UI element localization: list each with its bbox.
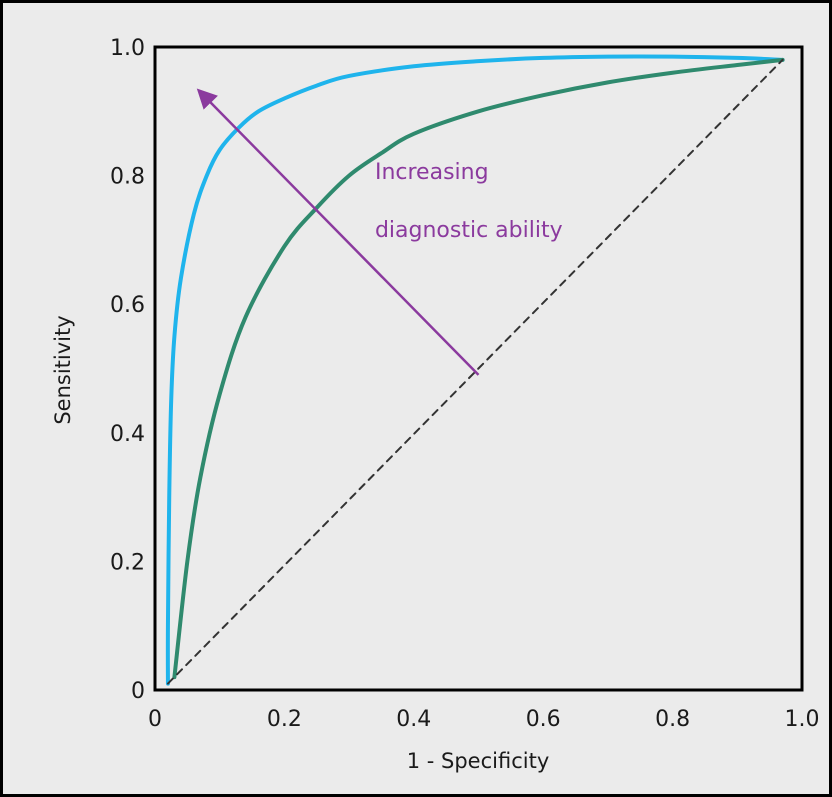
x-axis-title: 1 - Specificity <box>407 749 550 773</box>
x-tick-label: 0.2 <box>267 707 302 732</box>
y-tick-label: 0.8 <box>110 165 145 190</box>
y-tick-label: 1.0 <box>110 36 145 61</box>
ticks-layer: 0 0.2 0.4 0.6 0.8 1.0 0 0.2 0.4 0.6 0.8 1.0 <box>110 36 820 732</box>
y-axis-title: Sensitivity <box>51 315 75 424</box>
x-tick-label: 0 <box>148 707 162 732</box>
annotation-text-line: diagnostic ability <box>375 218 563 243</box>
y-tick-label: 0 <box>131 679 145 704</box>
y-tick-label: 0.4 <box>110 422 145 447</box>
x-tick-label: 1.0 <box>785 707 820 732</box>
roc-curve-1 <box>165 54 785 686</box>
x-tick-label: 0.8 <box>655 707 690 732</box>
x-tick-label: 0.4 <box>396 707 431 732</box>
annotation-arrow <box>196 88 480 376</box>
annotation-text-line: Increasing <box>375 160 489 185</box>
series-layer <box>165 54 785 686</box>
reference-diagonal-line <box>166 58 784 685</box>
x-tick-label: 0.6 <box>526 707 561 732</box>
y-tick-label: 0.2 <box>110 550 145 575</box>
roc-curve-2 <box>172 57 785 680</box>
annotation-layer: Increasing diagnostic ability <box>196 88 563 376</box>
y-tick-label: 0.6 <box>110 293 145 318</box>
